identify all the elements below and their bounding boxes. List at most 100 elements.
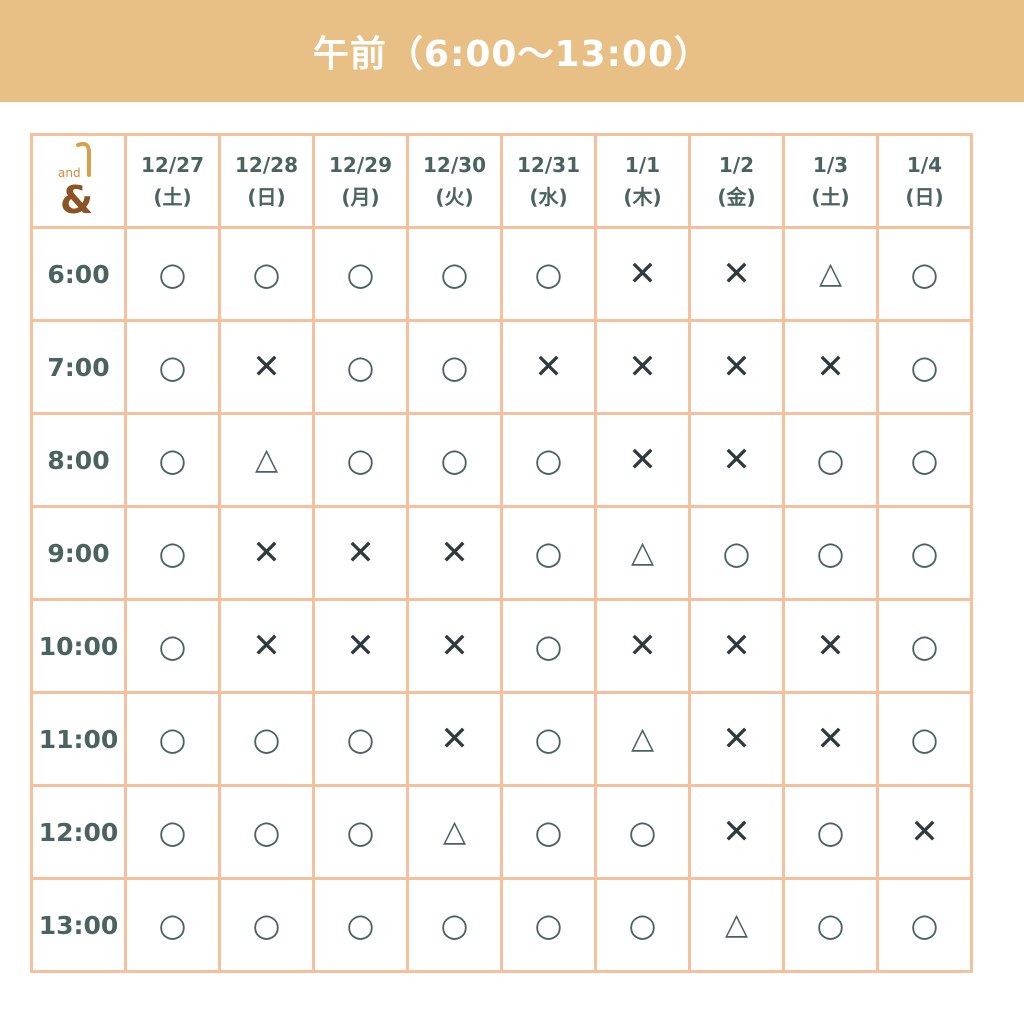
full-icon: ✕	[628, 440, 657, 480]
slot-cell: ○	[406, 319, 503, 415]
slot-cell: ○	[124, 412, 221, 508]
full-icon: ✕	[816, 719, 845, 759]
available-icon: ○	[910, 720, 939, 758]
slot-cell: ○	[312, 691, 409, 787]
date-header: 12/30 (火)	[406, 133, 503, 229]
time-label-cell: 9:00	[30, 505, 127, 601]
time-row: 7:00 ○ ✕ ○ ○ ✕ ✕ ✕ ✕ ○	[30, 319, 973, 415]
date-label: 1/4	[906, 153, 943, 177]
full-icon: ✕	[722, 440, 751, 480]
slot-cell: ✕	[594, 226, 691, 322]
weekday-label: (土)	[811, 185, 850, 209]
slot-cell: ○	[124, 226, 221, 322]
full-icon: ✕	[816, 347, 845, 387]
time-label-cell: 12:00	[30, 784, 127, 880]
date-label: 1/3	[812, 153, 849, 177]
slot-cell: △	[688, 877, 785, 973]
slot-cell: ○	[124, 877, 221, 973]
weekday-label: (月)	[341, 185, 380, 209]
date-label: 12/27	[141, 153, 204, 177]
available-icon: ○	[910, 255, 939, 293]
time-label-cell: 10:00	[30, 598, 127, 694]
slot-cell: ○	[312, 877, 409, 973]
slot-cell: ○	[312, 784, 409, 880]
time-row: 8:00 ○ △ ○ ○ ○ ✕ ✕ ○ ○	[30, 412, 973, 508]
full-icon: ✕	[628, 347, 657, 387]
date-label: 12/31	[517, 153, 580, 177]
time-row: 6:00 ○ ○ ○ ○ ○ ✕ ✕ △ ○	[30, 226, 973, 322]
few-left-icon: △	[630, 721, 655, 756]
available-icon: ○	[628, 813, 657, 851]
available-icon: ○	[534, 441, 563, 479]
slot-cell: ✕	[218, 505, 315, 601]
few-left-icon: △	[818, 256, 843, 291]
date-header: 1/4 (日)	[876, 133, 973, 229]
slot-cell: ○	[876, 412, 973, 508]
slot-cell: ○	[782, 784, 879, 880]
slot-cell: ✕	[688, 226, 785, 322]
available-icon: ○	[346, 906, 375, 944]
slot-cell: ○	[124, 784, 221, 880]
full-icon: ✕	[722, 812, 751, 852]
weekday-label: (金)	[717, 185, 756, 209]
available-icon: ○	[440, 906, 469, 944]
slot-cell: ○	[124, 505, 221, 601]
slot-cell: ✕	[218, 319, 315, 415]
time-label: 10:00	[38, 631, 119, 661]
available-icon: ○	[158, 813, 187, 851]
slot-cell: ✕	[406, 505, 503, 601]
few-left-icon: △	[442, 814, 467, 849]
slot-cell: ✕	[688, 784, 785, 880]
full-icon: ✕	[816, 626, 845, 666]
date-label: 1/1	[624, 153, 661, 177]
time-label: 9:00	[47, 538, 110, 568]
time-label-cell: 6:00	[30, 226, 127, 322]
time-label: 13:00	[38, 910, 119, 940]
slot-cell: ✕	[594, 598, 691, 694]
full-icon: ✕	[346, 533, 375, 573]
full-icon: ✕	[722, 719, 751, 759]
full-icon: ✕	[440, 533, 469, 573]
available-icon: ○	[158, 255, 187, 293]
few-left-icon: △	[630, 535, 655, 570]
full-icon: ✕	[628, 626, 657, 666]
available-icon: ○	[346, 720, 375, 758]
slot-cell: ○	[312, 412, 409, 508]
slot-cell: ✕	[594, 412, 691, 508]
slot-cell: ✕	[782, 691, 879, 787]
available-icon: ○	[158, 627, 187, 665]
time-label: 6:00	[47, 259, 110, 289]
slot-cell: ✕	[782, 598, 879, 694]
available-icon: ○	[252, 906, 281, 944]
available-icon: ○	[534, 813, 563, 851]
slot-cell: ○	[782, 877, 879, 973]
date-label: 12/29	[329, 153, 392, 177]
full-icon: ✕	[628, 254, 657, 294]
slot-cell: ○	[406, 226, 503, 322]
slot-cell: ✕	[782, 319, 879, 415]
date-header: 12/31 (水)	[500, 133, 597, 229]
available-icon: ○	[910, 627, 939, 665]
slot-cell: ○	[500, 691, 597, 787]
slot-cell: ○	[124, 691, 221, 787]
slot-cell: ✕	[312, 598, 409, 694]
slot-cell: ✕	[500, 319, 597, 415]
weekday-label: (日)	[905, 185, 944, 209]
weekday-label: (木)	[623, 185, 662, 209]
and-logo: and &	[58, 141, 93, 222]
svg-text:and: and	[58, 166, 81, 180]
date-header: 12/28 (日)	[218, 133, 315, 229]
time-label-cell: 7:00	[30, 319, 127, 415]
weekday-label: (水)	[529, 185, 568, 209]
available-icon: ○	[252, 720, 281, 758]
available-icon: ○	[910, 348, 939, 386]
slot-cell: ○	[782, 505, 879, 601]
slot-cell: ○	[876, 505, 973, 601]
date-label: 1/2	[718, 153, 755, 177]
date-header: 1/3 (土)	[782, 133, 879, 229]
slot-cell: ○	[406, 412, 503, 508]
time-label-cell: 11:00	[30, 691, 127, 787]
available-icon: ○	[722, 534, 751, 572]
date-header: 1/1 (木)	[594, 133, 691, 229]
schedule-table: and & 12/27 (土) 12/28 (日) 12/29 (月) 12/30 (火) 12…	[30, 133, 973, 973]
